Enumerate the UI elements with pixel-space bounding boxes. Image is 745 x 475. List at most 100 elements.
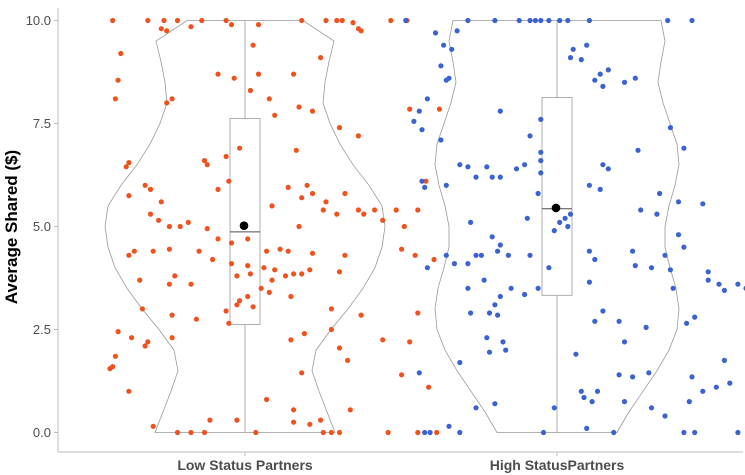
data-point	[245, 293, 251, 300]
data-point	[505, 252, 511, 258]
x-axis: Low Status Partners High StatusPartners	[58, 451, 743, 473]
data-point	[399, 372, 405, 378]
data-point	[245, 236, 251, 242]
data-point	[616, 318, 622, 324]
data-point	[557, 17, 563, 24]
data-point	[495, 312, 501, 318]
violin-group	[104, 17, 442, 436]
data-point	[345, 357, 351, 363]
data-point	[457, 162, 463, 168]
y-tick-label: 10.0	[26, 13, 51, 28]
data-point	[126, 160, 132, 166]
data-point	[399, 246, 405, 252]
data-point	[169, 312, 175, 318]
data-point	[632, 75, 638, 81]
data-point	[320, 207, 326, 213]
data-point	[264, 248, 270, 254]
data-point	[495, 248, 501, 254]
data-point	[355, 133, 361, 139]
data-point	[126, 252, 132, 258]
data-point	[110, 17, 116, 24]
data-point	[600, 308, 606, 314]
violin-outline	[434, 20, 680, 433]
data-point	[307, 267, 313, 273]
data-point	[424, 96, 430, 102]
data-point	[422, 184, 428, 190]
data-point	[449, 46, 455, 52]
data-point	[266, 289, 272, 295]
data-point	[586, 17, 593, 24]
data-point	[226, 320, 232, 326]
data-point	[355, 207, 361, 213]
data-point	[667, 267, 674, 273]
data-point	[492, 401, 498, 407]
data-point	[684, 320, 690, 326]
data-point	[632, 263, 638, 269]
data-point	[115, 329, 121, 335]
data-point	[196, 248, 202, 254]
data-point	[705, 269, 711, 275]
data-point	[403, 17, 409, 24]
data-point	[654, 211, 660, 217]
data-point	[250, 304, 256, 310]
data-point	[592, 318, 598, 324]
data-point	[546, 17, 552, 24]
data-point	[223, 17, 229, 24]
data-point	[670, 285, 676, 291]
data-point	[630, 374, 636, 380]
data-point	[457, 429, 463, 436]
data-point	[201, 158, 208, 164]
data-point	[419, 178, 425, 184]
data-point	[646, 370, 652, 376]
data-point	[174, 429, 181, 436]
data-point	[328, 429, 334, 436]
data-point	[681, 429, 687, 436]
data-point	[692, 314, 698, 320]
data-point	[323, 199, 329, 205]
data-point	[309, 250, 316, 256]
data-point	[535, 190, 541, 197]
data-point	[586, 279, 593, 285]
data-point	[158, 199, 164, 205]
data-point	[412, 252, 418, 258]
data-point	[318, 55, 324, 61]
data-point	[234, 417, 240, 423]
data-point	[147, 211, 154, 217]
data-point	[419, 127, 425, 133]
data-point	[415, 310, 421, 316]
data-point	[562, 215, 568, 221]
data-point	[431, 256, 437, 263]
data-point	[538, 149, 544, 155]
data-point	[667, 125, 674, 131]
data-point	[635, 147, 641, 153]
data-point	[426, 384, 432, 390]
data-point	[380, 217, 386, 223]
data-point	[454, 28, 460, 34]
data-point	[129, 335, 135, 341]
data-point	[497, 293, 503, 300]
data-point	[234, 302, 240, 308]
data-point	[299, 370, 305, 376]
data-point	[597, 71, 603, 77]
data-point	[689, 374, 695, 380]
y-tick-label: 0.0	[33, 425, 51, 440]
data-point	[565, 223, 571, 230]
data-point	[489, 174, 495, 180]
data-point	[188, 429, 194, 436]
data-point	[567, 211, 574, 217]
data-point	[700, 388, 706, 394]
data-point	[361, 211, 367, 217]
data-point	[336, 269, 343, 275]
mean-marker	[551, 203, 561, 213]
data-point	[166, 223, 172, 230]
data-point	[486, 310, 493, 316]
data-point	[164, 100, 170, 106]
data-point	[250, 42, 256, 48]
data-point	[223, 153, 229, 160]
data-point	[675, 199, 682, 205]
data-point	[301, 331, 307, 337]
data-point	[304, 182, 310, 188]
data-point	[380, 337, 386, 343]
data-point	[291, 71, 297, 77]
data-point	[468, 219, 474, 225]
